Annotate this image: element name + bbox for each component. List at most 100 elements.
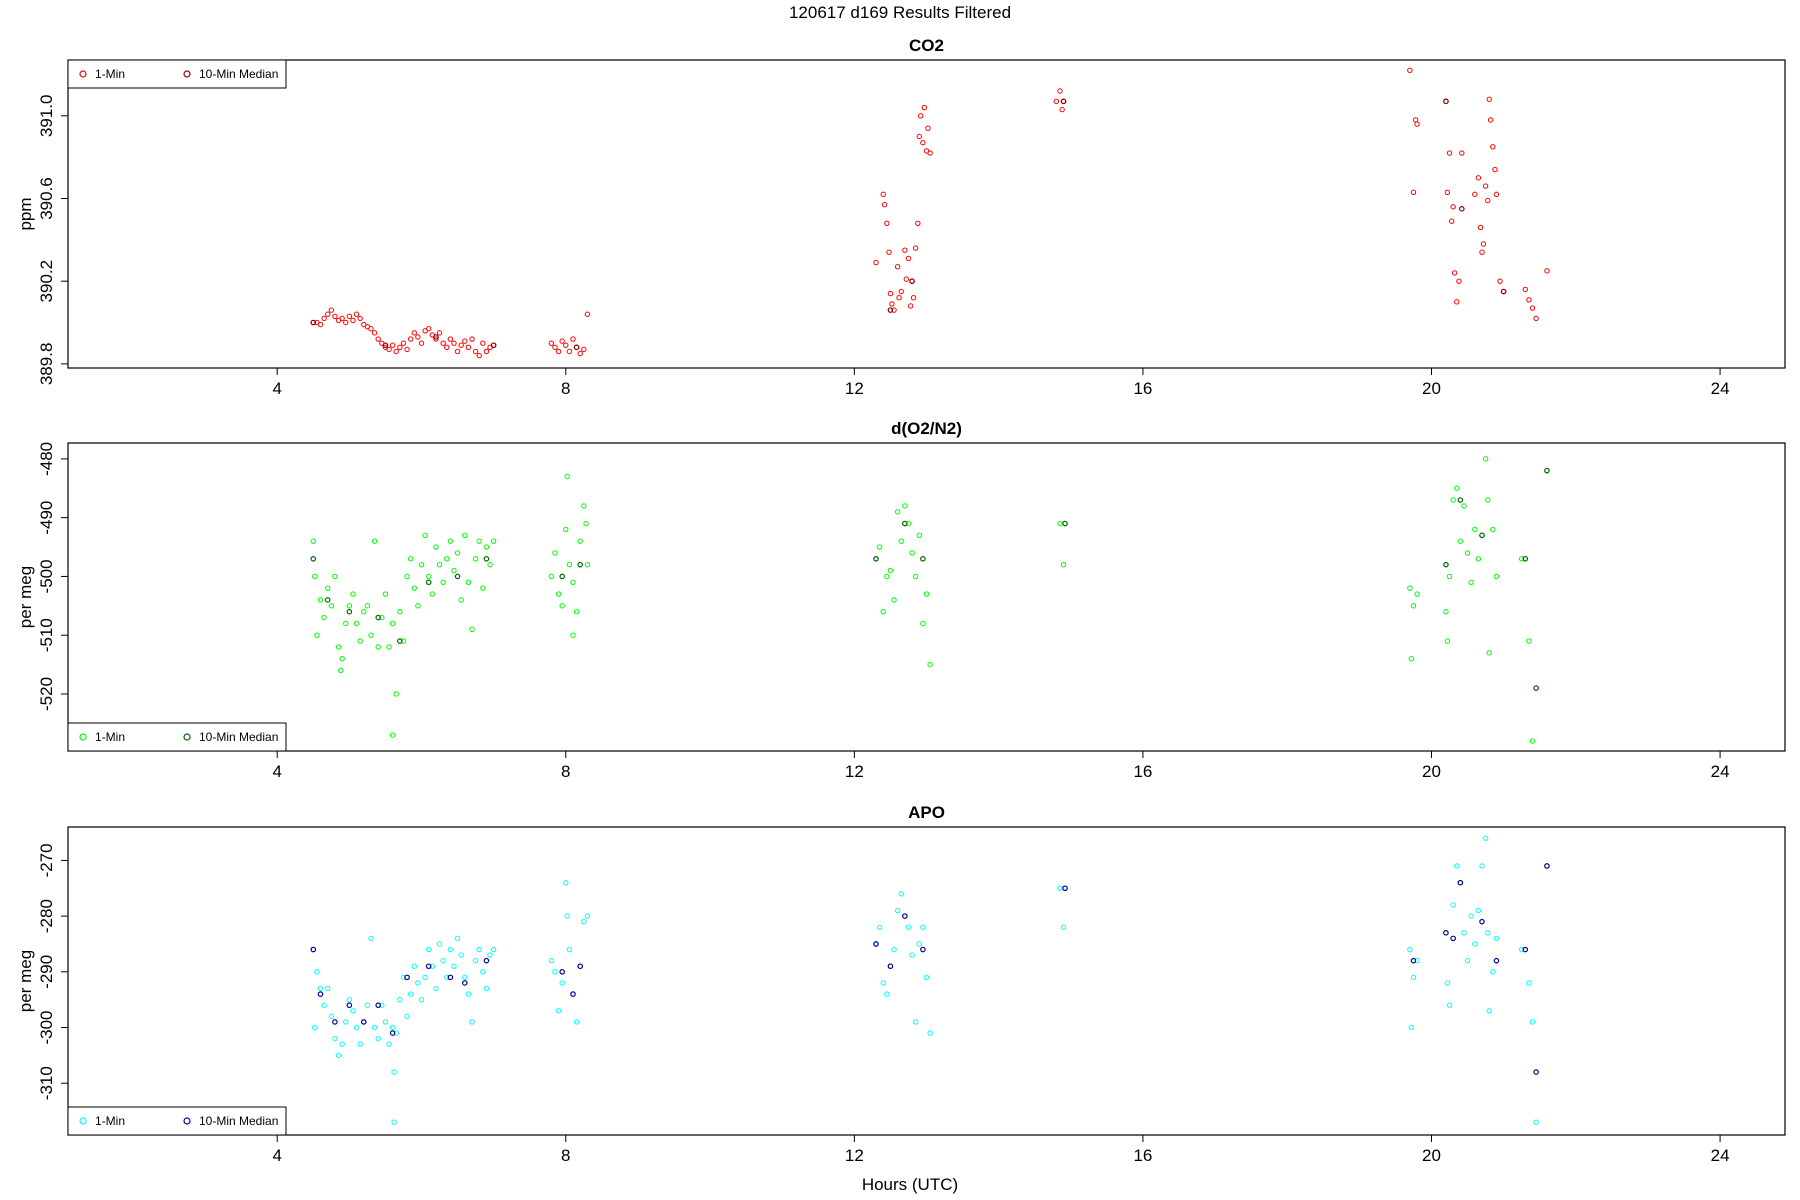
point-1min xyxy=(483,985,490,992)
point-1min xyxy=(555,591,562,597)
point-1min xyxy=(927,150,933,156)
x-tick-label: 20 xyxy=(1422,379,1441,398)
point-10min-median xyxy=(1522,555,1529,562)
point-1min xyxy=(386,346,392,353)
point-1min xyxy=(891,597,897,603)
point-1min xyxy=(364,603,371,609)
point-1min xyxy=(379,614,385,621)
point-1min xyxy=(407,556,414,562)
point-10min-median xyxy=(1544,467,1550,474)
x-tick-label: 12 xyxy=(845,1146,864,1165)
point-1min xyxy=(397,344,403,351)
point-1min xyxy=(1487,117,1494,123)
point-1min xyxy=(433,544,439,550)
point-1min xyxy=(1446,1002,1453,1008)
point-10min-median xyxy=(310,319,317,326)
point-10min-median xyxy=(559,969,565,975)
y-tick-label: -500 xyxy=(37,559,56,593)
x-tick-label: 16 xyxy=(1133,379,1152,398)
point-1min xyxy=(887,290,894,297)
point-1min xyxy=(350,1008,356,1014)
point-10min-median xyxy=(1459,206,1465,212)
point-1min xyxy=(368,632,374,638)
point-10min-median xyxy=(346,608,353,615)
y-tick-label: -480 xyxy=(37,442,56,476)
point-1min xyxy=(1479,863,1485,869)
point-1min xyxy=(480,969,486,975)
point-1min xyxy=(1518,946,1525,953)
point-1min xyxy=(447,538,454,544)
point-10min-median xyxy=(577,561,584,568)
point-1min xyxy=(310,538,316,544)
point-10min-median xyxy=(447,974,454,981)
point-10min-median xyxy=(425,963,432,970)
point-1min xyxy=(1408,1024,1415,1031)
point-1min xyxy=(876,924,883,930)
point-1min xyxy=(1454,485,1460,491)
point-1min xyxy=(382,591,389,597)
point-1min xyxy=(925,125,931,131)
point-1min xyxy=(1459,150,1465,156)
point-1min xyxy=(1444,638,1451,644)
point-1min xyxy=(559,980,565,986)
point-1min xyxy=(1450,902,1456,908)
point-1min xyxy=(325,985,331,992)
point-1min xyxy=(1544,268,1550,274)
point-1min xyxy=(583,520,589,527)
point-1min xyxy=(916,133,922,140)
point-10min-median xyxy=(902,520,908,527)
point-10min-median xyxy=(887,963,894,970)
point-1min xyxy=(555,348,562,355)
point-1min xyxy=(465,991,472,997)
point-1min xyxy=(487,952,493,958)
point-1min xyxy=(1493,935,1500,942)
point-1min xyxy=(436,330,443,336)
point-1min xyxy=(927,661,933,668)
point-10min-median xyxy=(324,597,331,603)
legend-marker xyxy=(183,1117,191,1125)
point-10min-median xyxy=(1450,935,1456,942)
point-1min xyxy=(923,591,930,597)
point-1min xyxy=(584,913,591,919)
point-10min-median xyxy=(310,555,317,562)
point-1min xyxy=(480,340,486,346)
point-1min xyxy=(1529,738,1536,744)
point-10min-median xyxy=(1493,957,1500,964)
legend-box xyxy=(67,1106,287,1136)
point-1min xyxy=(426,946,432,953)
point-1min xyxy=(490,538,497,544)
legend-marker xyxy=(183,70,191,78)
point-1min xyxy=(350,591,356,597)
point-10min-median xyxy=(920,946,926,953)
point-1min xyxy=(389,342,396,348)
point-1min xyxy=(487,561,493,568)
point-1min xyxy=(573,608,580,615)
y-tick-label: -490 xyxy=(37,501,56,535)
point-1min xyxy=(317,597,324,603)
point-1min xyxy=(1060,924,1067,930)
point-1min xyxy=(918,113,924,119)
point-1min xyxy=(894,509,901,515)
x-tick-label: 16 xyxy=(1133,1146,1152,1165)
point-1min xyxy=(397,608,403,615)
point-1min xyxy=(411,330,417,336)
point-1min xyxy=(433,336,439,342)
point-1min xyxy=(465,344,472,351)
point-1min xyxy=(317,321,324,328)
point-1min xyxy=(462,532,468,538)
point-1min xyxy=(490,946,497,953)
point-1min xyxy=(880,980,886,986)
point-1min xyxy=(371,538,378,544)
point-10min-median xyxy=(425,579,432,586)
point-1min xyxy=(314,969,320,975)
point-10min-median xyxy=(483,555,490,562)
point-1min xyxy=(876,544,883,550)
legend-box xyxy=(67,722,287,752)
panel-title: CO2 xyxy=(909,36,944,55)
point-1min xyxy=(1414,957,1420,964)
point-1min xyxy=(451,963,457,969)
point-1min xyxy=(357,638,363,644)
y-axis-label: per meg xyxy=(16,950,35,1012)
point-1min xyxy=(1485,497,1491,503)
point-10min-median xyxy=(909,278,915,284)
